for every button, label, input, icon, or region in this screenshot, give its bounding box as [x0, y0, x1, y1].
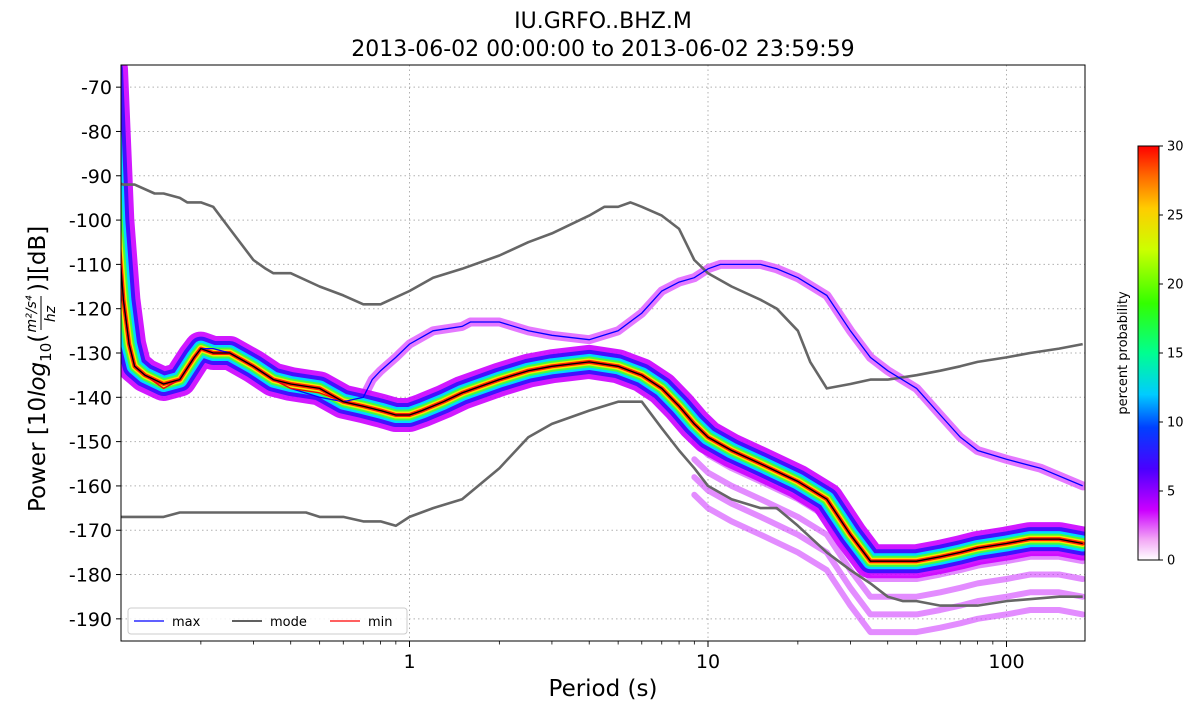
- x-tick-label: 1: [403, 651, 415, 673]
- colorbar-gradient: [1137, 145, 1160, 561]
- noise-models: [121, 182, 1083, 607]
- colorbar-label: percent probability: [1116, 291, 1131, 415]
- y-tick-label: -80: [81, 121, 112, 143]
- legend-box: [127, 607, 408, 635]
- low-noise-model-line: [121, 400, 1083, 607]
- colorbar-tick-label: 25: [1167, 209, 1184, 224]
- colorbar-tick-label: 15: [1167, 347, 1184, 362]
- colorbar-tick-label: 20: [1167, 278, 1184, 293]
- statistic-lines: [121, 259, 1083, 562]
- density-green-band: [121, 176, 1085, 567]
- density-red-core: [121, 242, 1085, 564]
- svg-text:Power [10log10(: Power [10log10(: [25, 334, 55, 512]
- y-axis: -70 -80 -90 -100 -110 -120 -130 -140 -150 -160 -17…: [69, 77, 121, 631]
- x-tick-label: 100: [988, 651, 1024, 673]
- mode-line: [121, 259, 1083, 562]
- y-tick-label: -130: [69, 343, 112, 365]
- y-tick-label: -100: [69, 210, 112, 232]
- legend-label-max: max: [172, 615, 201, 630]
- density-yellow-band: [121, 222, 1085, 565]
- density-outer-band: [121, 65, 1085, 579]
- y-label-numerator: m²/s⁴: [24, 295, 40, 332]
- y-tick-label: -150: [69, 432, 112, 454]
- colorbar: 0 5 10 15 20 25 30 percent probability: [1116, 140, 1184, 569]
- colorbar-tick-label: 10: [1167, 416, 1184, 431]
- high-noise-model-line: [121, 182, 1083, 390]
- x-axis: 1 10 100: [200, 641, 1025, 673]
- y-label-log: log: [25, 362, 51, 397]
- legend-label-min: min: [368, 615, 393, 630]
- x-axis-label: Period (s): [549, 676, 658, 702]
- y-tick-label: -160: [69, 476, 112, 498]
- y-tick-label: -90: [81, 166, 112, 188]
- y-label-unit: )][dB]: [25, 226, 51, 292]
- density-blue-band: [121, 65, 1085, 574]
- y-tick-label: -120: [69, 299, 112, 321]
- y-tick-label: -180: [69, 565, 112, 587]
- y-tick-label: -140: [69, 387, 112, 409]
- y-label-main: Power [10: [25, 397, 51, 512]
- probability-density: [121, 65, 1085, 636]
- chart-title: IU.GRFO..BHZ.M: [514, 9, 692, 34]
- y-tick-label: -70: [81, 77, 112, 99]
- colorbar-tick-label: 30: [1167, 140, 1184, 155]
- density-upper-band: [691, 474, 1085, 618]
- density-bands: [121, 65, 1085, 636]
- y-tick-label: -170: [69, 520, 112, 542]
- colorbar-tick-label: 5: [1167, 485, 1175, 500]
- y-label-denominator: hz: [43, 305, 59, 322]
- x-tick-label: 10: [696, 651, 720, 673]
- colorbar-tick-label: 0: [1167, 554, 1175, 569]
- y-tick-label: -110: [69, 254, 112, 276]
- density-cyan-band: [121, 117, 1085, 570]
- density-upper-band: [691, 491, 1085, 636]
- y-label-sub: 10: [37, 343, 55, 362]
- legend-label-mode: mode: [270, 615, 307, 630]
- legend: max mode min: [127, 607, 408, 635]
- chart-subtitle: 2013-06-02 00:00:00 to 2013-06-02 23:59:…: [351, 37, 854, 62]
- min-line: [121, 259, 1083, 562]
- y-axis-label: Power [10log10( m²/s⁴ hz )][dB]: [24, 226, 59, 512]
- y-tick-label: -190: [69, 609, 112, 631]
